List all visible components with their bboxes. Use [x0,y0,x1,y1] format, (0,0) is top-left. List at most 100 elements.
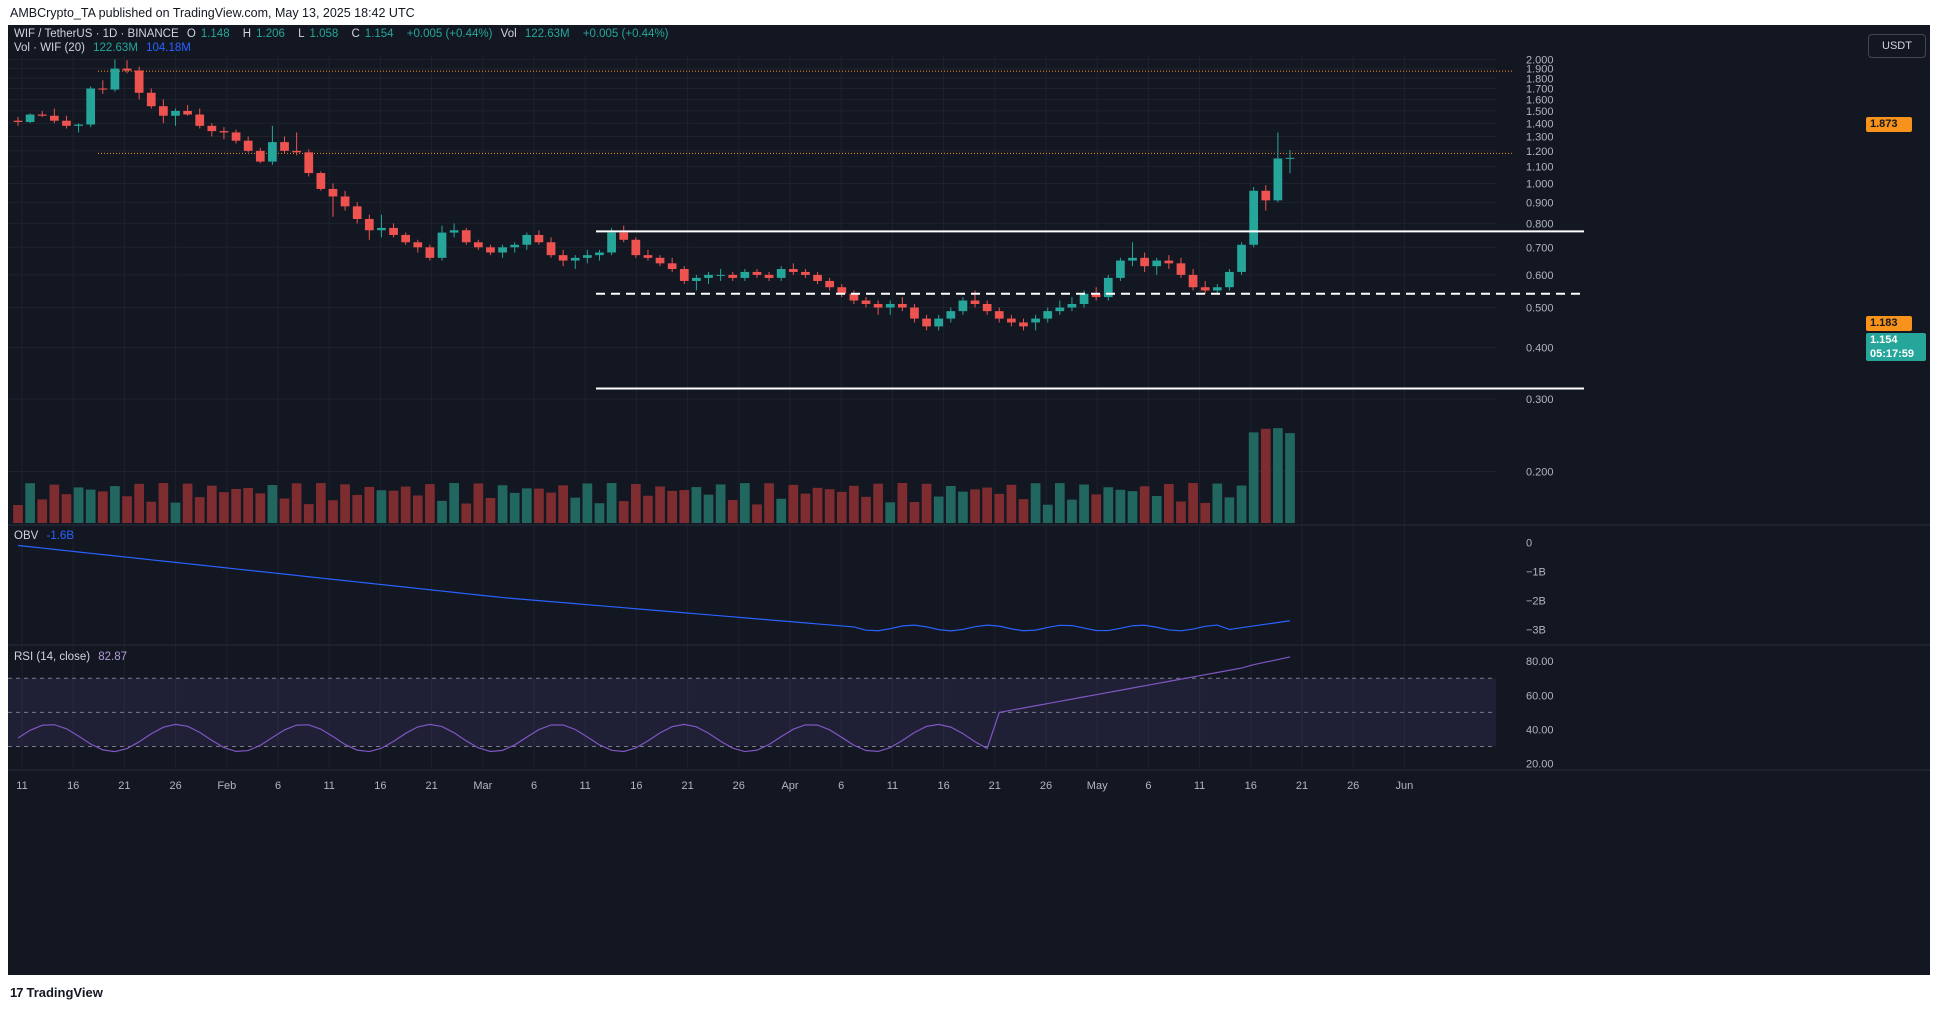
candle-body [873,303,883,308]
time-tick-label: 26 [733,780,745,792]
time-tick-label: 16 [374,780,386,792]
volume-bar [933,496,944,523]
volume-bar [279,498,290,523]
last-price-tag: 1.154 05:17:59 [1866,333,1926,361]
volume-bar [1260,428,1271,523]
obv-value: -1.6B [46,530,75,542]
candle-body [788,269,798,272]
volume-bar [73,487,84,523]
volume-bar [388,490,399,523]
volume-bar [110,486,120,523]
candle-body [801,271,810,275]
volume-bar [194,497,205,523]
rsi-tick-label: 20.00 [1526,759,1554,771]
candle-body [934,318,944,327]
obv-tick-label: −3B [1526,624,1546,636]
volume-bar [1200,502,1211,523]
time-tick-label: 11 [16,780,27,792]
candle-body [304,152,314,174]
volume-bar [606,483,617,523]
candle-body [25,114,35,122]
tradingview-brand[interactable]: 17 TradingView [10,985,103,1000]
candle-body [752,271,762,275]
volume-bar [328,500,338,523]
symbol-label[interactable]: WIF / TetherUS · 1D · BINANCE [14,28,179,40]
volume-bar [1224,497,1235,523]
volume-bar [1248,432,1259,523]
volume-bar [1018,499,1029,523]
obv-line [17,544,1291,632]
open-label: O 1.148 [186,28,230,40]
volume-bar [206,485,217,523]
candle-body [146,92,156,107]
volume-bar [861,496,871,523]
candle-body [885,303,895,308]
candle-body [292,150,301,153]
candle-body [946,311,956,319]
time-tick-label: 6 [838,780,844,792]
currency-button[interactable]: USDT [1868,34,1926,58]
rsi-label[interactable]: RSI (14, close) [14,651,91,663]
candle-body [837,287,847,294]
candle-body [268,142,277,162]
volume-bar [1188,483,1198,523]
chart-panel[interactable]: 2.000 1.900 1.800 1.700 1.600 1.500 1.400 1.300… [8,25,1930,975]
price-tick-label: 1.200 [1526,146,1554,158]
volume-bar [546,492,556,523]
volume-indicator-label[interactable]: Vol · WIF (20) [14,42,85,54]
time-tick-label: Jun [1396,780,1414,792]
price-tick-label: 1.500 [1526,106,1554,118]
volume-bar [412,495,423,523]
volume-bar [1236,485,1247,523]
volume-bar [376,490,387,523]
volume-bar [618,501,629,523]
price-tick-label: 1.000 [1526,178,1554,190]
candle-body [1007,318,1016,323]
candle-body [1200,287,1210,291]
volume-bar [994,493,1005,523]
candle-body [1116,260,1125,278]
candle-body [861,300,871,304]
price-tick-label: 1.600 [1526,94,1554,106]
volume-bar [715,484,726,523]
obv-tick-label: 0 [1526,538,1532,550]
publisher-line: AMBCrypto_TA published on TradingView.co… [10,6,415,20]
volume-bar [13,505,23,523]
time-tick-label: 11 [579,780,590,792]
price-tick-label: 0.800 [1526,218,1554,230]
price-tick-label: 0.900 [1526,197,1554,209]
brand-name: TradingView [26,985,103,1000]
obv-tick-label: −2B [1526,595,1546,607]
candle-body [607,232,616,253]
candle-body [498,247,507,253]
volume-bar [1212,483,1223,523]
candle-body [849,293,859,301]
volume-bar [85,489,96,523]
candle-body [340,196,350,207]
volume-bar [1079,484,1089,523]
candle-body [328,188,338,197]
level-tag-mid: 1.183 [1866,316,1912,331]
obv-legend: OBV -1.6B [14,530,79,542]
rsi-tick-label: 80.00 [1526,656,1554,668]
candle-body [1225,271,1234,288]
volume-bar [1091,494,1102,523]
candle-body [692,277,701,281]
candle-body [1188,274,1198,288]
volume-bar [909,502,920,523]
volume-bar [303,504,314,523]
volume-bar [534,488,544,523]
time-tick-label: May [1087,780,1108,792]
time-tick-label: 21 [1296,780,1308,792]
volume-bar [630,484,641,523]
price-tick-label: 0.200 [1526,467,1554,479]
volume-bar [340,484,350,523]
volume-bar [170,502,181,523]
candle-body [522,234,532,245]
time-tick-label: 16 [937,780,949,792]
candle-body [183,110,192,115]
volume-bar [667,490,678,523]
obv-label[interactable]: OBV [14,530,39,542]
candle-body [631,239,641,256]
